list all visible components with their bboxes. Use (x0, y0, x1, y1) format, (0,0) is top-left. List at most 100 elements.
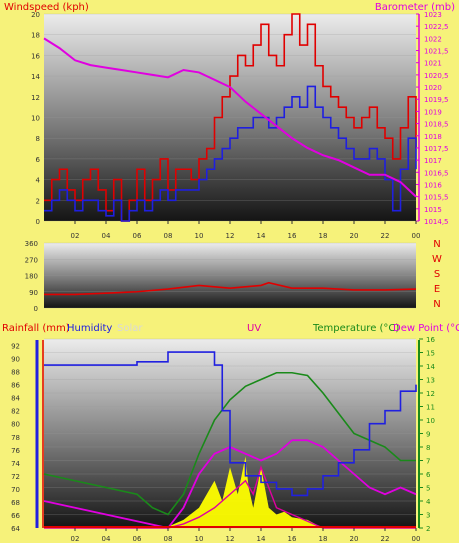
y-tick-label: 72 (11, 473, 20, 481)
x-tick-label: 18 (319, 232, 328, 240)
y-tick-label: 7 (426, 458, 430, 466)
y-tick-label: 11 (426, 404, 435, 412)
y-tick-label: 360 (25, 240, 38, 248)
y-tick-label: 64 (11, 525, 20, 533)
x-tick-label: 14 (257, 232, 266, 240)
y-tick-label: 6 (36, 156, 41, 164)
y-tick-label: 10 (31, 115, 40, 123)
temperature-label: Temperature (°C) (312, 323, 399, 334)
x-tick-label: 10 (195, 535, 204, 543)
y-tick-label: 1016 (424, 181, 442, 189)
x-tick-label: 06 (133, 232, 142, 240)
y-tick-label: 86 (11, 382, 20, 390)
x-tick-label: 16 (288, 535, 297, 543)
x-tick-label: 04 (102, 232, 111, 240)
x-tick-label: 04 (102, 535, 111, 543)
y-tick-label: 1017 (424, 157, 442, 165)
y-tick-label: 1022,5 (424, 23, 449, 31)
y-tick-label: 6 (426, 471, 431, 479)
y-tick-label: 8 (36, 135, 40, 143)
x-tick-label: 02 (71, 232, 80, 240)
y-tick-label: 80 (11, 421, 20, 429)
y-tick-label: 2 (36, 197, 40, 205)
y-tick-label: 1019 (424, 108, 442, 116)
x-tick-label: 14 (257, 535, 266, 543)
y-tick-label: 10 (426, 417, 435, 425)
x-tick-label: 20 (350, 232, 359, 240)
dewpoint-line (43, 439, 417, 530)
y-tick-label: 12 (31, 94, 40, 102)
y-tick-label: 74 (11, 460, 20, 468)
y-tick-label: 1018 (424, 133, 442, 141)
humidity-line (44, 351, 417, 497)
y-tick-label: 78 (11, 434, 20, 442)
x-tick-label: 22 (381, 535, 390, 543)
y-tick-label: 66 (11, 512, 20, 520)
y-tick-label: 1015 (424, 206, 442, 214)
wind-direction-line (44, 281, 417, 296)
compass-label: N (433, 299, 440, 310)
y-tick-label: 1017,5 (424, 145, 449, 153)
y-tick-label: 14 (426, 363, 435, 371)
solar-label: Solar (117, 323, 143, 334)
compass-label: N (433, 239, 440, 250)
humidity-label: Humidity (67, 323, 112, 334)
y-tick-label: 76 (11, 447, 20, 455)
y-tick-label: 180 (25, 273, 38, 281)
y-tick-label: 90 (11, 356, 20, 364)
y-tick-label: 16 (426, 336, 435, 344)
x-tick-label: 00 (412, 535, 421, 543)
x-tick-label: 18 (319, 535, 328, 543)
x-tick-label: 12 (226, 535, 235, 543)
y-tick-label: 270 (25, 256, 38, 264)
wind-barometer-panel: Windspeed (kph) Barometer (mb) 024681012… (4, 2, 455, 240)
compass-label: W (432, 254, 442, 265)
y-tick-label: 1020,5 (424, 72, 449, 80)
y-tick-label: 4 (426, 498, 431, 506)
barometer-axis-title: Barometer (mb) (375, 2, 455, 13)
x-tick-label: 06 (133, 535, 142, 543)
windspeed-axis-title: Windspeed (kph) (4, 2, 89, 13)
y-tick-label: 1019,5 (424, 96, 449, 104)
rainfall-label: Rainfall (mm) (2, 323, 70, 334)
solar-area (44, 456, 416, 528)
y-tick-label: 0 (36, 218, 40, 226)
y-tick-label: 82 (11, 408, 20, 416)
y-tick-label: 14 (31, 73, 40, 81)
y-tick-label: 16 (31, 52, 40, 60)
x-tick-label: 08 (164, 535, 173, 543)
y-tick-label: 9 (426, 431, 430, 439)
y-tick-label: 13 (426, 377, 435, 385)
windspeed-line (44, 13, 417, 222)
y-tick-label: 88 (11, 369, 20, 377)
x-tick-label: 12 (226, 232, 235, 240)
y-tick-label: 5 (426, 485, 430, 493)
x-tick-label: 02 (71, 535, 80, 543)
y-tick-label: 90 (29, 289, 38, 297)
y-tick-label: 1015,5 (424, 194, 449, 202)
y-tick-label: 18 (31, 32, 40, 40)
x-tick-label: 20 (350, 535, 359, 543)
temperature-line (43, 371, 416, 516)
y-tick-label: 1023 (424, 11, 442, 19)
y-tick-label: 1020 (424, 84, 442, 92)
dewpoint-label: Dew Point (°C (393, 323, 459, 334)
x-tick-label: 10 (195, 232, 204, 240)
x-tick-label: 00 (412, 232, 421, 240)
compass-label: E (434, 284, 440, 295)
x-tick-label: 22 (381, 232, 390, 240)
y-tick-label: 1021 (424, 60, 442, 68)
y-tick-label: 0 (34, 305, 38, 313)
y-tick-label: 1016,5 (424, 169, 449, 177)
y-tick-label: 70 (11, 486, 20, 494)
uv-label: UV (247, 323, 261, 334)
y-tick-label: 84 (11, 395, 20, 403)
y-tick-label: 1021,5 (424, 48, 449, 56)
x-tick-label: 08 (164, 232, 173, 240)
y-tick-label: 68 (11, 499, 20, 507)
y-tick-label: 1014,5 (424, 218, 449, 226)
temperature-humidity-panel: Rainfall (mm) Humidity Solar UV Temperat… (2, 323, 459, 543)
y-tick-label: 3 (426, 512, 430, 520)
